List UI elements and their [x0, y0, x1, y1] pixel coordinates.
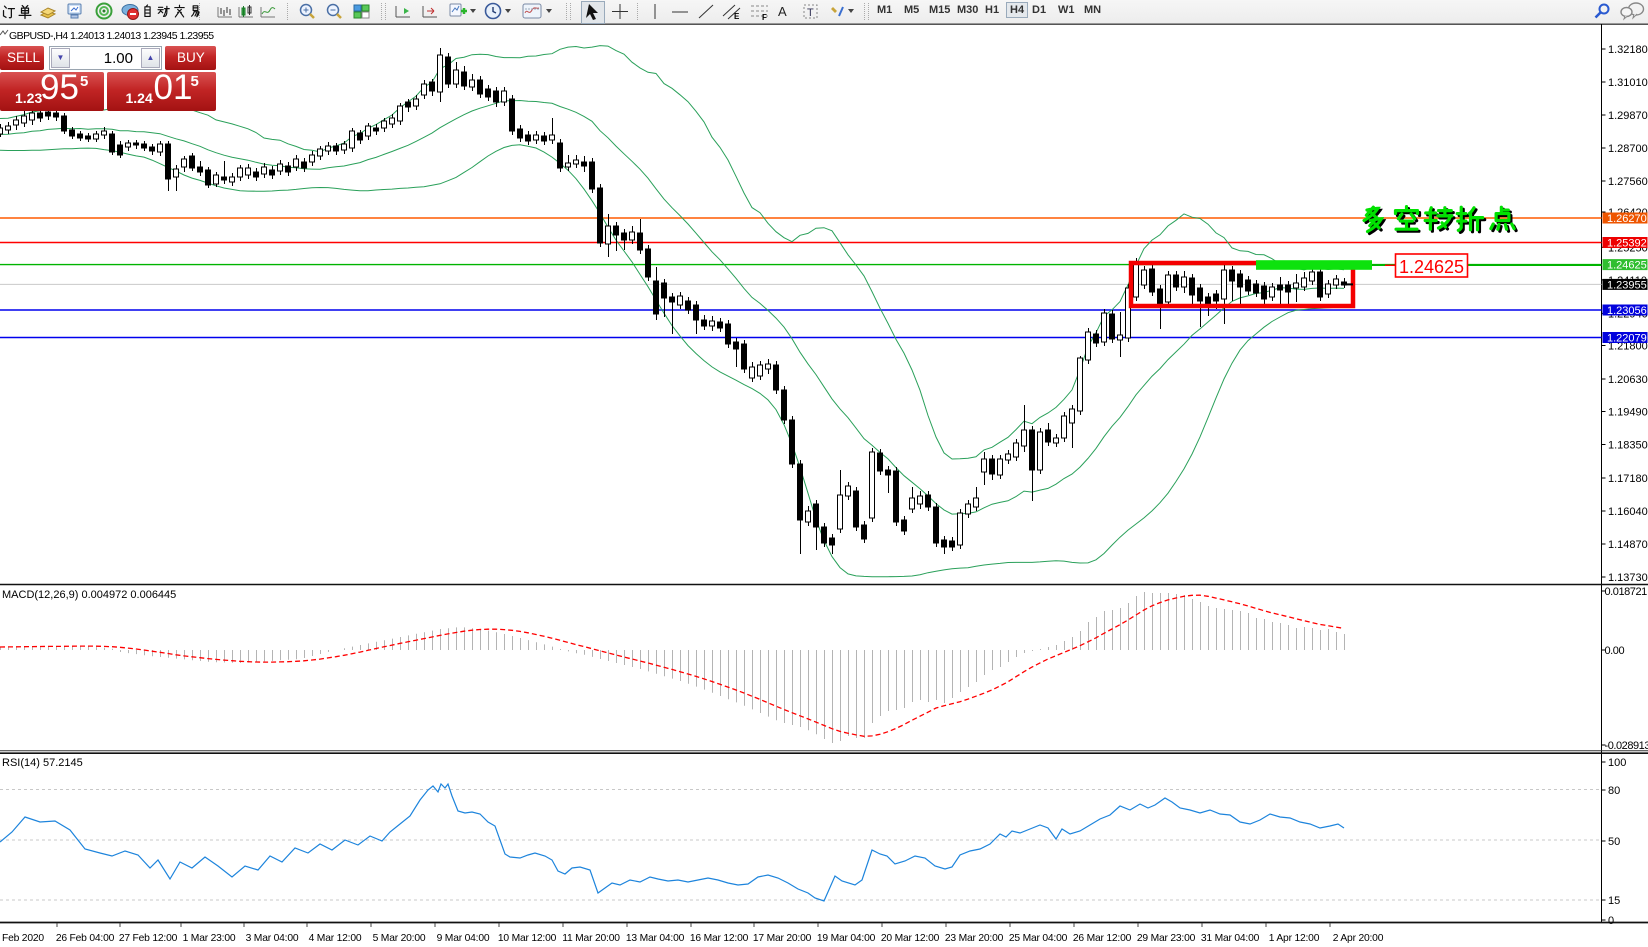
- svg-text:16 Mar 12:00: 16 Mar 12:00: [690, 933, 749, 944]
- svg-text:1.28700: 1.28700: [1608, 143, 1648, 155]
- svg-text:13 Mar 04:00: 13 Mar 04:00: [626, 933, 685, 944]
- svg-text:1.27560: 1.27560: [1608, 176, 1648, 188]
- svg-text:1.22079: 1.22079: [1607, 333, 1647, 345]
- svg-text:T: T: [807, 7, 814, 19]
- svg-text:1.25392: 1.25392: [1607, 238, 1647, 250]
- svg-text:1.26270: 1.26270: [1607, 213, 1647, 225]
- svg-text:1.23056: 1.23056: [1607, 305, 1647, 317]
- svg-text:1.23955: 1.23955: [1607, 279, 1647, 291]
- svg-text:17 Mar 20:00: 17 Mar 20:00: [753, 933, 812, 944]
- svg-text:25 Mar 04:00: 25 Mar 04:00: [1009, 933, 1068, 944]
- svg-text:1 Apr 12:00: 1 Apr 12:00: [1269, 933, 1320, 944]
- svg-text:1.24625: 1.24625: [1399, 257, 1464, 277]
- svg-text:RSI(14) 57.2145: RSI(14) 57.2145: [2, 757, 83, 769]
- svg-text:1.21800: 1.21800: [1608, 341, 1648, 353]
- svg-text:1.13730: 1.13730: [1608, 572, 1648, 584]
- svg-text:0: 0: [1608, 915, 1614, 927]
- svg-text:0.00: 0.00: [1605, 645, 1625, 657]
- svg-text:20 Mar 12:00: 20 Mar 12:00: [881, 933, 940, 944]
- svg-text:9 Mar 04:00: 9 Mar 04:00: [437, 933, 490, 944]
- svg-text:50: 50: [1608, 836, 1620, 848]
- svg-text:1.31010: 1.31010: [1608, 77, 1648, 89]
- svg-text:MACD(12,26,9) 0.004972 0.00644: MACD(12,26,9) 0.004972 0.006445: [2, 589, 176, 601]
- svg-text:1.19490: 1.19490: [1608, 407, 1648, 419]
- svg-text:1.24625: 1.24625: [1607, 260, 1647, 272]
- svg-text:5 Mar 20:00: 5 Mar 20:00: [373, 933, 426, 944]
- svg-text:3 Mar 04:00: 3 Mar 04:00: [246, 933, 299, 944]
- svg-text:29 Mar 23:00: 29 Mar 23:00: [1137, 933, 1196, 944]
- svg-text:1.29870: 1.29870: [1608, 110, 1648, 122]
- svg-text:11 Mar 20:00: 11 Mar 20:00: [562, 933, 620, 944]
- svg-text:1 Mar 23:00: 1 Mar 23:00: [183, 933, 236, 944]
- svg-text:E: E: [734, 12, 740, 20]
- svg-text:15: 15: [1608, 895, 1620, 907]
- svg-text:Feb 2020: Feb 2020: [2, 933, 44, 944]
- svg-text:1.16040: 1.16040: [1608, 506, 1648, 518]
- svg-text:2 Apr 20:00: 2 Apr 20:00: [1333, 933, 1384, 944]
- svg-text:10 Mar 12:00: 10 Mar 12:00: [498, 933, 557, 944]
- svg-text:26 Mar 12:00: 26 Mar 12:00: [1073, 933, 1132, 944]
- svg-text:80: 80: [1608, 785, 1620, 797]
- svg-text:1.17180: 1.17180: [1608, 473, 1648, 485]
- svg-text:1.32180: 1.32180: [1608, 44, 1648, 56]
- svg-text:1.18350: 1.18350: [1608, 440, 1648, 452]
- svg-text:23 Mar 20:00: 23 Mar 20:00: [945, 933, 1004, 944]
- svg-text:31 Mar 04:00: 31 Mar 04:00: [1201, 933, 1260, 944]
- svg-text:-0.028913: -0.028913: [1605, 740, 1648, 752]
- svg-text:1.14870: 1.14870: [1608, 539, 1648, 551]
- svg-text:F: F: [762, 13, 767, 20]
- svg-text:26 Feb 04:00: 26 Feb 04:00: [56, 933, 115, 944]
- svg-text:19 Mar 04:00: 19 Mar 04:00: [817, 933, 876, 944]
- svg-text:100: 100: [1608, 757, 1626, 769]
- svg-text:4 Mar 12:00: 4 Mar 12:00: [309, 933, 362, 944]
- svg-text:0.018721: 0.018721: [1605, 586, 1648, 598]
- svg-text:GBPUSD-,H4 1.24013 1.24013 1.: GBPUSD-,H4 1.24013 1.24013 1.23945 1.239…: [9, 30, 214, 42]
- svg-text:1.20630: 1.20630: [1608, 374, 1648, 386]
- svg-text:27 Feb 12:00: 27 Feb 12:00: [119, 933, 178, 944]
